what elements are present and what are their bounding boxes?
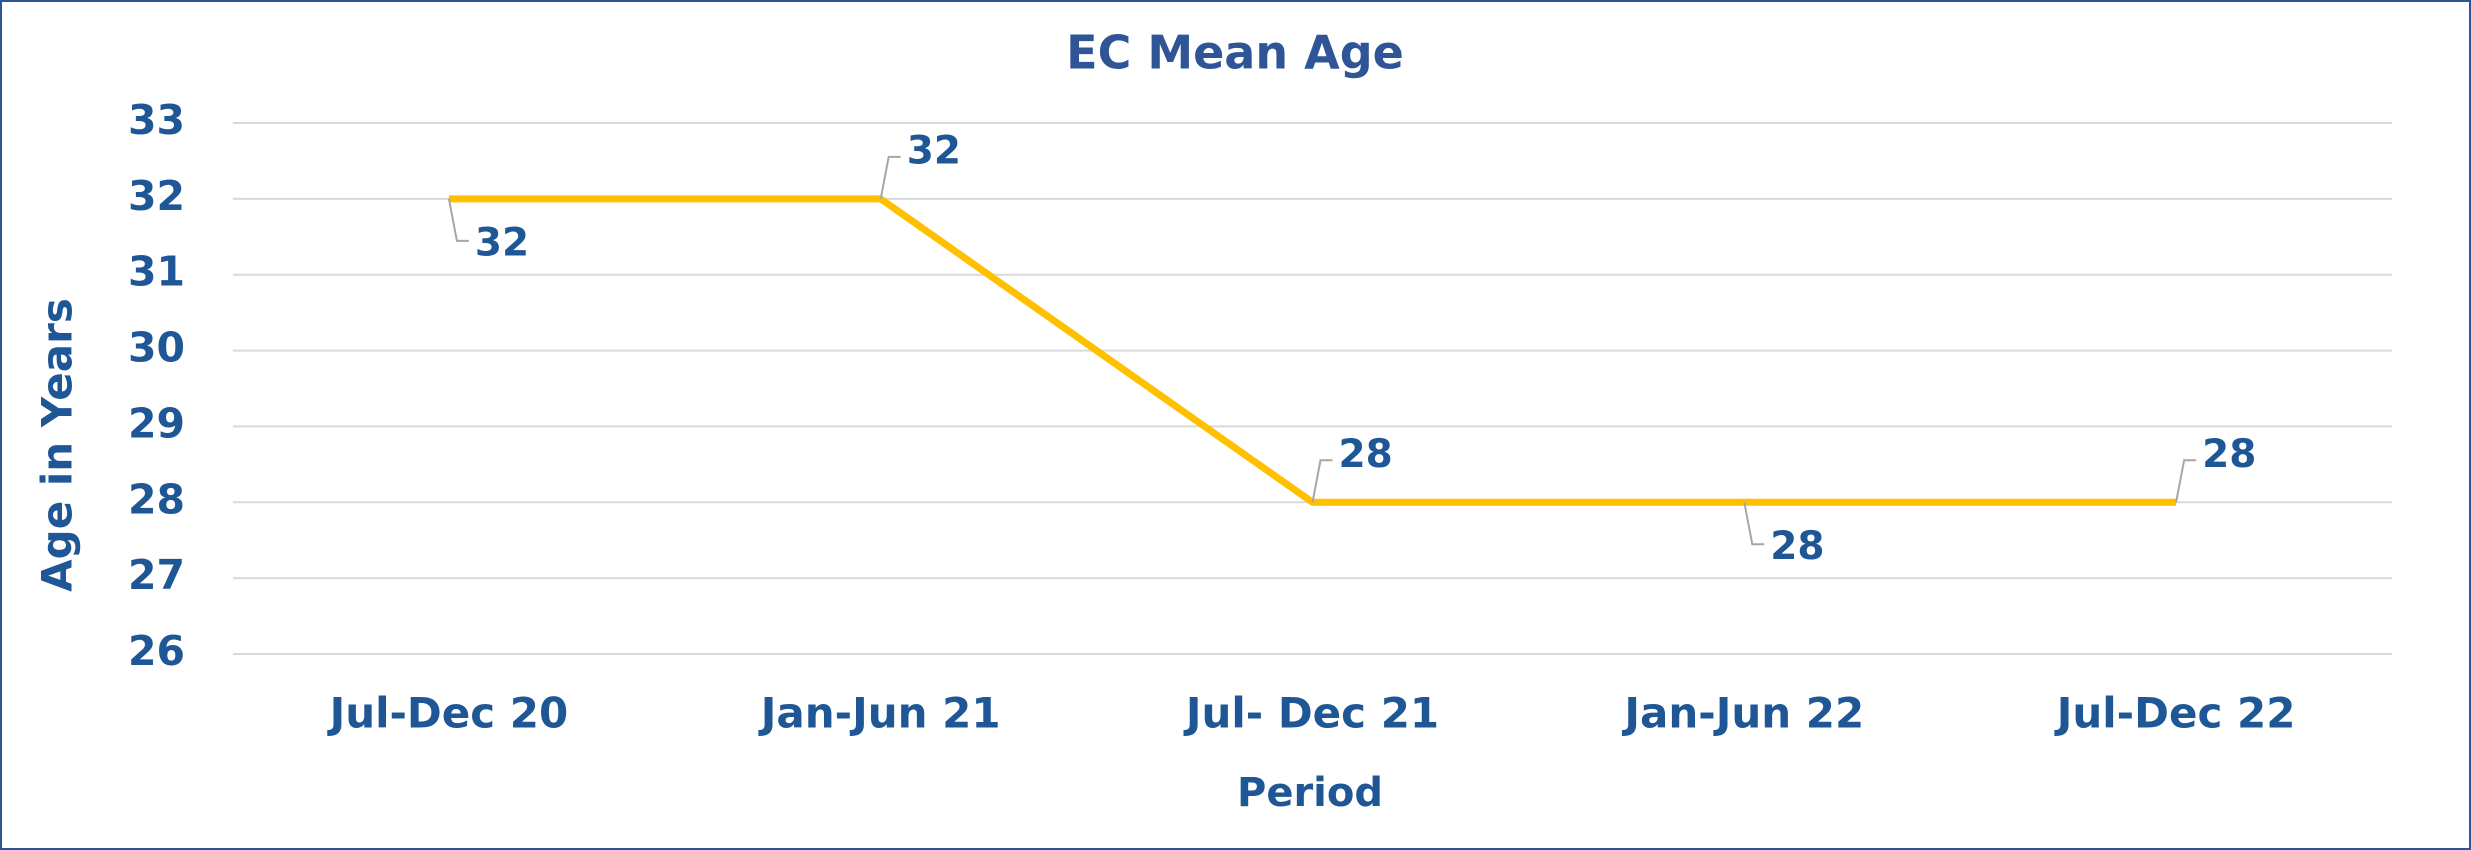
data-label: 28 (1770, 524, 1824, 569)
data-label: 32 (475, 220, 529, 265)
y-tick-label: 26 (128, 627, 185, 675)
leader-line (1311, 459, 1333, 503)
leader-line (1743, 502, 1765, 546)
leader-line (447, 198, 469, 242)
data-label: 28 (1339, 432, 1393, 477)
data-label: 32 (907, 128, 961, 173)
x-axis-label: Period (1237, 770, 1383, 816)
x-tick-label: Jan-Jun 22 (1621, 689, 1864, 738)
y-tick-label: 33 (128, 96, 185, 144)
x-tick-label: Jul-Dec 20 (327, 689, 569, 738)
y-tick-label: 32 (128, 172, 185, 220)
chart-title: EC Mean Age (1066, 26, 1404, 80)
y-tick-label: 27 (128, 551, 185, 599)
leader-line (879, 155, 901, 200)
x-tick-label: Jul- Dec 21 (1183, 689, 1439, 738)
y-tick-label: 28 (128, 475, 185, 523)
x-tick-label: Jul-Dec 22 (2054, 689, 2296, 738)
leader-line (2175, 459, 2197, 503)
y-axis-label: Age in Years (33, 298, 82, 592)
x-tick-label: Jan-Jun 21 (758, 689, 1001, 738)
y-tick-label: 29 (128, 399, 185, 447)
data-label: 28 (2202, 432, 2256, 477)
y-tick-label: 30 (128, 324, 185, 372)
y-tick-label: 31 (128, 248, 185, 296)
